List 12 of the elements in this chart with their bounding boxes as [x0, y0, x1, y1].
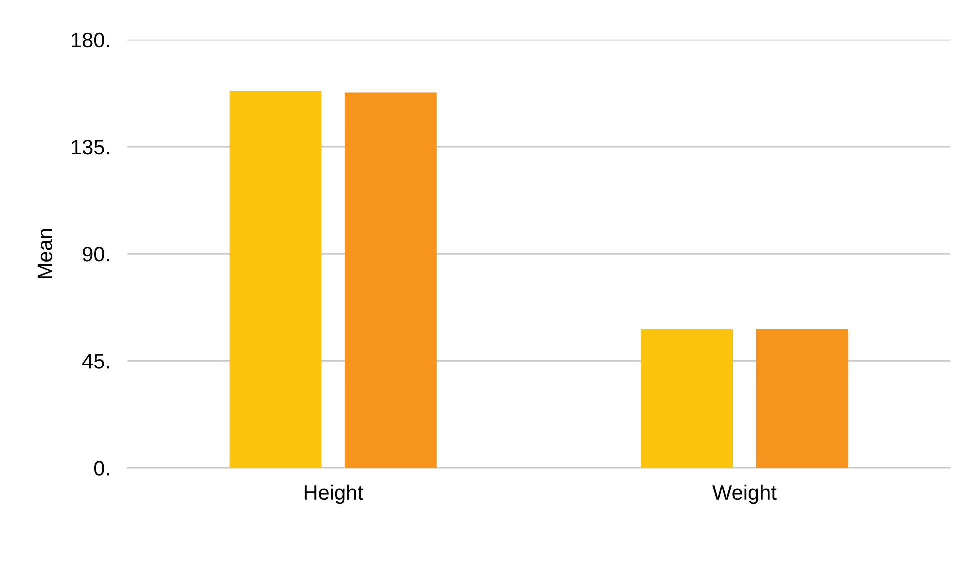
bar: [641, 329, 734, 468]
y-axis-title: Mean: [38, 229, 52, 278]
y-tick-label: 90.: [83, 247, 110, 262]
x-tick-label: Weight: [712, 484, 777, 504]
y-tick-label: 135.: [72, 140, 110, 155]
x-tick-label: Height: [304, 484, 364, 504]
y-tick-label: 45.: [82, 354, 110, 369]
bar: [345, 92, 437, 468]
bar: [756, 329, 848, 468]
bar: [230, 92, 322, 468]
y-tick-label: 180.: [72, 32, 110, 48]
y-tick-label: 0.: [94, 461, 110, 476]
